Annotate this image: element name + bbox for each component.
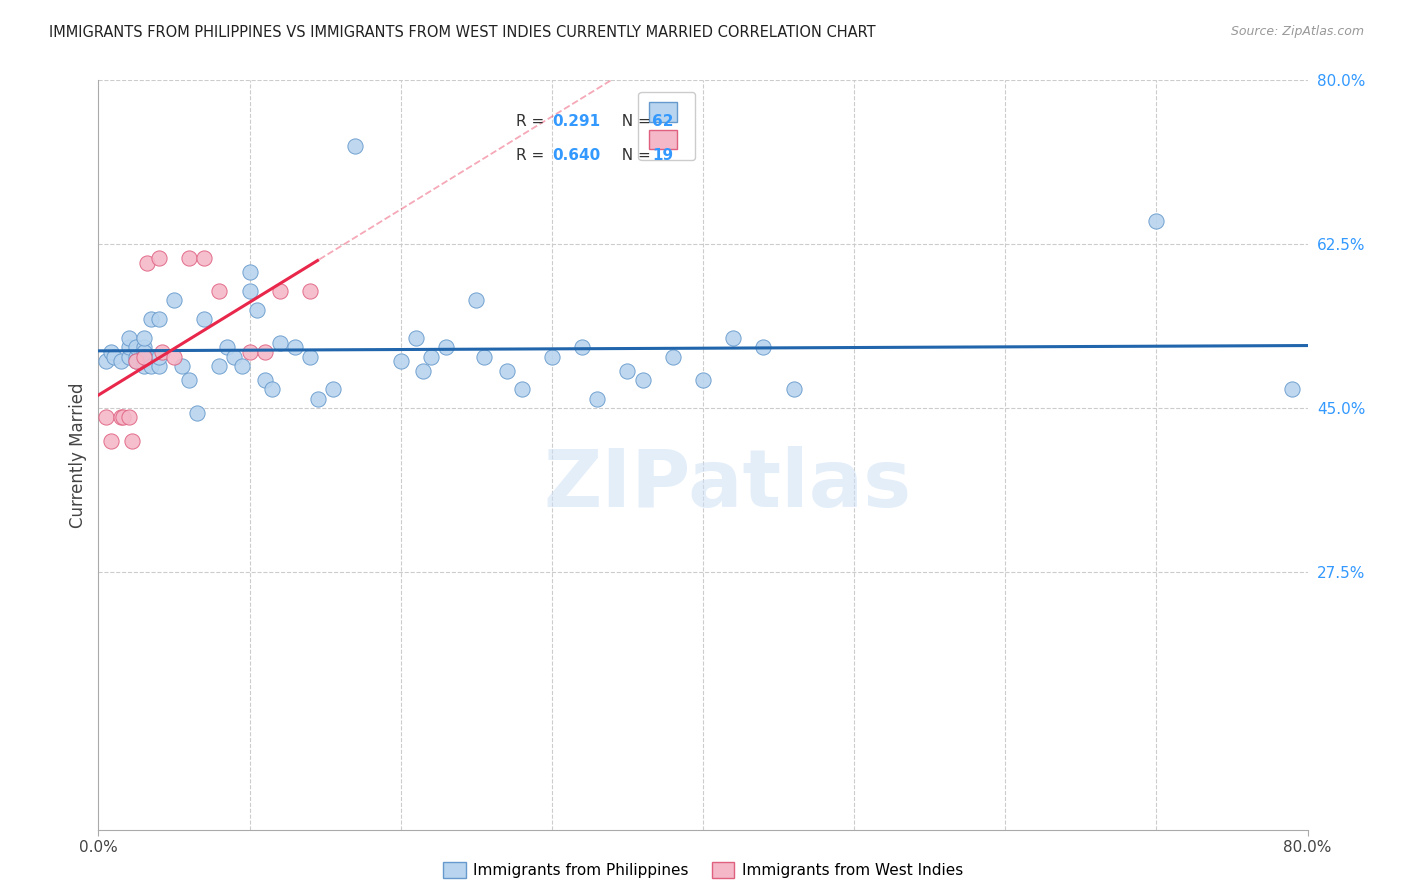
Point <box>412 364 434 378</box>
Point <box>661 350 683 364</box>
Point <box>253 373 276 387</box>
Point <box>148 350 170 364</box>
Point <box>150 344 173 359</box>
Text: Source: ZipAtlas.com: Source: ZipAtlas.com <box>1230 25 1364 38</box>
Point <box>215 340 238 354</box>
Point <box>389 354 412 368</box>
Point <box>141 359 163 373</box>
Point <box>179 373 201 387</box>
Text: 19: 19 <box>652 148 673 163</box>
Point <box>132 340 155 354</box>
Point <box>239 344 262 359</box>
Point <box>100 344 122 359</box>
Point <box>1281 382 1303 396</box>
Text: R =: R = <box>516 114 554 129</box>
Point <box>307 392 329 406</box>
Point <box>405 331 427 345</box>
Point <box>631 373 654 387</box>
Point <box>472 350 495 364</box>
Point <box>110 410 132 425</box>
Point <box>100 434 122 448</box>
Point <box>1144 213 1167 227</box>
Point <box>299 350 322 364</box>
Point <box>269 335 291 350</box>
Point <box>163 350 186 364</box>
Point <box>193 252 215 266</box>
Point <box>495 364 517 378</box>
Point <box>94 354 117 368</box>
Point <box>723 331 745 345</box>
Point <box>135 256 157 270</box>
Text: ZIPatlas: ZIPatlas <box>543 446 911 524</box>
Point <box>752 340 775 354</box>
Point <box>94 410 117 425</box>
Point <box>322 382 344 396</box>
Point <box>132 354 155 368</box>
Point <box>269 284 291 298</box>
Point <box>253 344 276 359</box>
Point <box>111 410 134 425</box>
Point <box>284 340 307 354</box>
Point <box>132 350 155 364</box>
Point <box>692 373 714 387</box>
Point <box>465 293 488 308</box>
Point <box>540 350 562 364</box>
Point <box>125 340 148 354</box>
Legend: Immigrants from Philippines, Immigrants from West Indies: Immigrants from Philippines, Immigrants … <box>436 856 970 884</box>
Text: R =: R = <box>516 148 554 163</box>
Point <box>783 382 806 396</box>
Legend: , : , <box>638 92 695 160</box>
Point <box>110 354 132 368</box>
Point <box>132 359 155 373</box>
Text: 62: 62 <box>652 114 673 129</box>
Point <box>231 359 253 373</box>
Point <box>125 354 148 368</box>
Text: N =: N = <box>613 114 657 129</box>
Point <box>208 284 231 298</box>
Point <box>239 265 262 279</box>
Point <box>132 344 155 359</box>
Point <box>118 340 141 354</box>
Point <box>118 350 141 364</box>
Point <box>420 350 443 364</box>
Point <box>148 359 170 373</box>
Text: N =: N = <box>613 148 657 163</box>
Point <box>510 382 533 396</box>
Point <box>118 410 141 425</box>
Point <box>103 350 125 364</box>
Point <box>299 284 322 298</box>
Point <box>179 252 201 266</box>
Point <box>148 252 170 266</box>
Point <box>170 359 193 373</box>
Text: 0.640: 0.640 <box>551 148 600 163</box>
Point <box>344 138 367 153</box>
Point <box>118 331 141 345</box>
Point <box>121 434 143 448</box>
Point <box>246 302 269 317</box>
Point <box>125 350 148 364</box>
Point <box>132 331 155 345</box>
Point <box>616 364 638 378</box>
Point <box>148 312 170 326</box>
Point <box>132 350 155 364</box>
Point <box>125 354 148 368</box>
Text: IMMIGRANTS FROM PHILIPPINES VS IMMIGRANTS FROM WEST INDIES CURRENTLY MARRIED COR: IMMIGRANTS FROM PHILIPPINES VS IMMIGRANT… <box>49 25 876 40</box>
Point <box>186 406 208 420</box>
Text: 0.291: 0.291 <box>551 114 600 129</box>
Y-axis label: Currently Married: Currently Married <box>69 382 87 528</box>
Point <box>571 340 593 354</box>
Point <box>586 392 609 406</box>
Point <box>239 284 262 298</box>
Point <box>262 382 284 396</box>
Point <box>193 312 215 326</box>
Point <box>141 312 163 326</box>
Point <box>208 359 231 373</box>
Point <box>224 350 246 364</box>
Point <box>434 340 457 354</box>
Point <box>163 293 186 308</box>
